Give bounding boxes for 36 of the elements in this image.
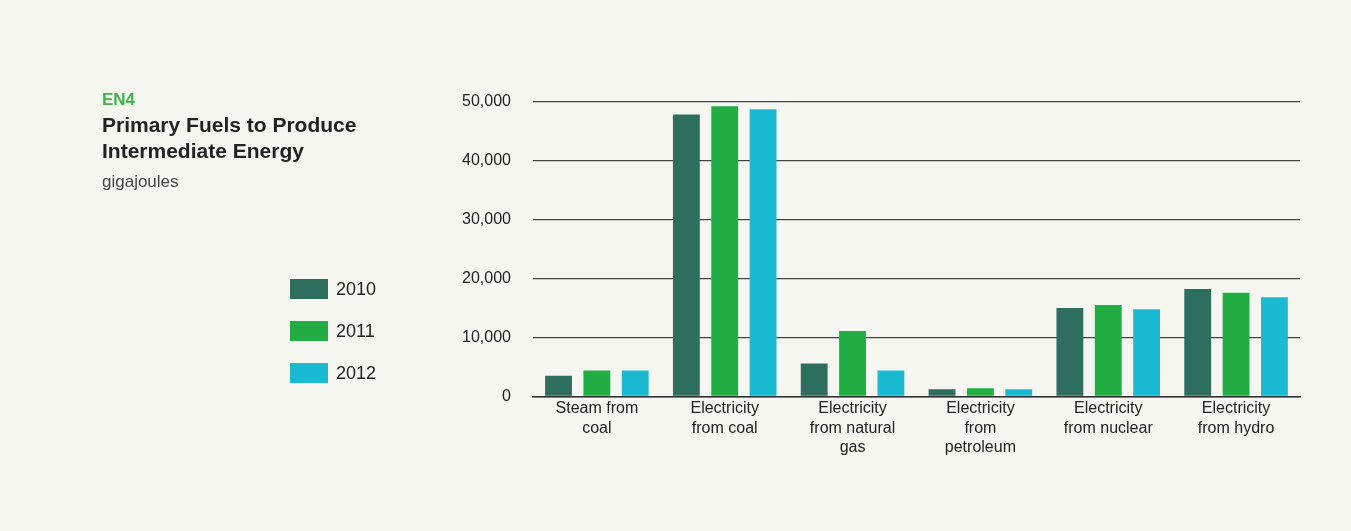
legend-label: 2012: [336, 362, 377, 384]
bar: [545, 375, 572, 396]
x-tick-label: Electricity from hydro: [1197, 399, 1275, 436]
bar: [1056, 307, 1084, 396]
bar: [966, 388, 994, 396]
text: EN4: [102, 90, 137, 110]
bar: [583, 370, 611, 396]
bar: [672, 114, 700, 396]
y-tick-label: 0: [502, 386, 512, 404]
legend-label: 2011: [336, 320, 375, 342]
x-tick-label: Electricity from nuclear: [1063, 399, 1154, 436]
x-tick-label: Electricity from natural gas: [809, 399, 896, 455]
x-tick-label: Electricity from petroleum: [944, 399, 1016, 455]
text: Primary Fuels to Produce Intermediate Energy: [102, 112, 358, 164]
y-tick-label: 30,000: [462, 209, 512, 227]
bar: [839, 330, 866, 396]
bar: [711, 106, 739, 396]
bar: [1005, 389, 1033, 396]
x-tick-label: Electricity from coal: [690, 399, 759, 436]
bar: [928, 389, 956, 396]
bar: [877, 370, 905, 396]
y-tick-label: 20,000: [462, 268, 512, 286]
bar: [1184, 289, 1212, 396]
y-tick-label: 50,000: [462, 92, 512, 110]
legend-label: 2010: [336, 278, 377, 300]
bar: [1133, 309, 1161, 396]
y-tick-label: 10,000: [462, 327, 512, 345]
bar: [1222, 292, 1250, 396]
bar: [1261, 297, 1288, 396]
y-tick-label: 40,000: [462, 150, 512, 168]
x-tick-label: Steam from coal: [555, 399, 639, 436]
text: gigajoules: [102, 172, 180, 192]
bar: [1094, 305, 1122, 396]
bar: [621, 370, 649, 396]
bar: [800, 363, 828, 396]
bar: [749, 109, 777, 396]
